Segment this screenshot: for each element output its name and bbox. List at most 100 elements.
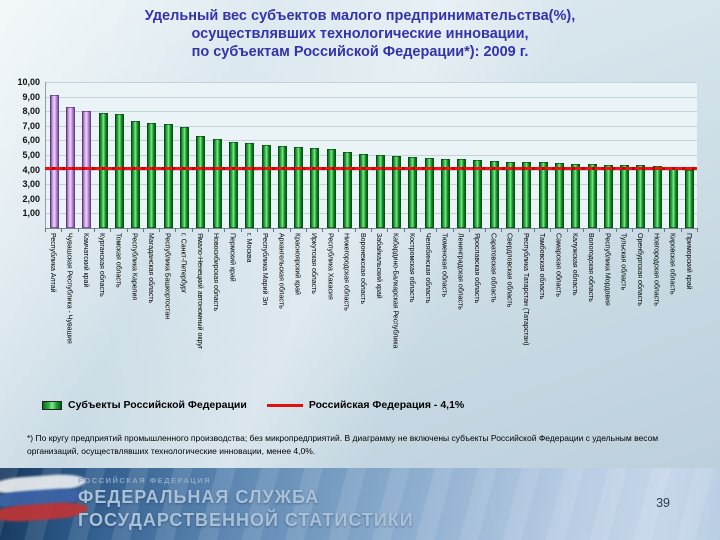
- x-tick: [436, 228, 438, 232]
- x-category-label: Курганская область: [98, 233, 106, 297]
- x-category-label: г. Санкт-Петербург: [179, 233, 187, 294]
- x-tick: [631, 228, 633, 232]
- x-tick: [697, 228, 698, 232]
- bar-Курганская область: [98, 112, 108, 228]
- x-category-label: Самарская область: [554, 233, 562, 297]
- bar-Новосибирская область: [212, 138, 222, 228]
- bar-Забайкальский край: [375, 155, 385, 228]
- x-tick: [93, 228, 95, 232]
- x-tick: [452, 228, 454, 232]
- x-tick: [648, 228, 650, 232]
- x-category-label: Свердловская область: [505, 233, 513, 308]
- bar-Костромская область: [408, 157, 418, 228]
- slide-title-line-3: по субъектам Российской Федерации*): 200…: [191, 44, 529, 60]
- x-category-label: г. Москва: [244, 233, 252, 263]
- bar-Воронежская область: [359, 153, 369, 228]
- footer-org-line-1: ФЕДЕРАЛЬНАЯ СЛУЖБА: [78, 487, 320, 507]
- x-category-label: Ямало-Ненецкий автономный округ: [195, 233, 203, 350]
- legend-line-swatch-icon: [266, 403, 303, 407]
- x-tick: [224, 228, 226, 232]
- x-category-label: Приморский край: [684, 233, 692, 290]
- bar-Республика Мордовия: [603, 164, 613, 228]
- x-tick: [175, 228, 177, 232]
- gridline: [46, 155, 697, 156]
- x-category-label: Челябинская область: [424, 233, 432, 304]
- x-category-label: Забайкальский край: [375, 233, 383, 299]
- gridline: [46, 125, 697, 127]
- x-category-label: Ленинградская область: [456, 233, 464, 310]
- x-tick: [77, 228, 79, 232]
- bar-Красноярский край: [294, 146, 304, 228]
- x-category-label: Кабардино-Балкарская Республика: [391, 233, 399, 349]
- legend-label-subjects: Субъекты Российской Федерации: [68, 399, 247, 411]
- x-category-label: Тульская область: [619, 233, 627, 291]
- bar-Ямало-Ненецкий автономный округ: [196, 136, 206, 228]
- reference-line-russia-average: [45, 167, 697, 171]
- bar-Республика Хакасия: [326, 149, 336, 228]
- x-tick: [322, 228, 324, 232]
- bar-Оренбургская область: [636, 165, 646, 228]
- gridline: [46, 82, 697, 83]
- x-tick: [664, 228, 666, 232]
- x-category-label: Новгородская область: [652, 233, 660, 306]
- bar-Самарская область: [554, 163, 564, 228]
- bar-Свердловская область: [506, 161, 516, 228]
- x-tick: [517, 228, 519, 232]
- footer-banner: РОССИЙСКАЯ ФЕДЕРАЦИЯ ФЕДЕРАЛЬНАЯ СЛУЖБА …: [0, 468, 720, 540]
- y-tick-label: 1,00: [22, 208, 40, 219]
- x-tick: [256, 228, 258, 232]
- x-tick: [142, 228, 144, 232]
- x-tick: [159, 228, 161, 232]
- x-category-label: Чувашская Республика - Чувашия: [65, 233, 73, 344]
- bar-Нижегородская область: [343, 152, 353, 228]
- x-category-label: Калужская область: [570, 233, 578, 296]
- x-tick: [110, 228, 112, 232]
- gridline: [46, 140, 697, 142]
- y-tick-label: 9,00: [22, 91, 40, 102]
- x-category-label: Томская область: [114, 233, 122, 288]
- bar-Иркутская область: [310, 147, 320, 228]
- bar-Республика Марий Эл: [261, 144, 271, 228]
- bar-г. Санкт-Петербург: [180, 127, 190, 228]
- x-tick: [305, 228, 307, 232]
- x-category-label: Республика Карелия: [130, 233, 138, 301]
- x-category-label: Оренбургская область: [635, 233, 643, 306]
- x-category-label: Республика Марий Эл: [261, 233, 269, 306]
- y-tick-label: 5,00: [22, 150, 40, 160]
- x-category-label: Вологодская область: [587, 233, 595, 302]
- x-tick: [599, 228, 601, 232]
- footnote: *) По кругу предприятий промышленного пр…: [27, 433, 659, 457]
- legend-label-russia: Российская Федерация - 4,1%: [308, 399, 465, 411]
- y-tick-label: 7,00: [22, 120, 40, 131]
- x-tick: [289, 228, 291, 232]
- x-category-label: Красноярский край: [293, 233, 301, 295]
- x-tick: [273, 228, 275, 232]
- x-category-label: Тамбовская область: [538, 233, 546, 300]
- y-tick-label: 8,00: [22, 106, 40, 117]
- x-category-label: Республика Алтай: [49, 233, 57, 293]
- y-tick-label: 10,00: [17, 77, 40, 87]
- bar-Пермский край: [228, 141, 238, 228]
- legend-bar-swatch-icon: [42, 400, 62, 410]
- x-tick: [566, 228, 568, 232]
- bar-Тамбовская область: [538, 162, 548, 228]
- x-tick: [208, 228, 209, 232]
- bar-Вологодская область: [587, 163, 597, 228]
- x-tick: [61, 228, 63, 232]
- x-tick: [387, 228, 389, 232]
- bar-Архангельская область: [277, 146, 287, 228]
- x-tick: [582, 228, 584, 232]
- gridline: [46, 213, 697, 215]
- bar-Магаданская область: [147, 122, 157, 228]
- x-category-label: Республика Мордовия: [603, 233, 611, 306]
- x-tick: [485, 228, 487, 232]
- x-category-label: Республика Татарстан (Татарстан): [521, 233, 529, 346]
- chart-legend: Субъекты Российской Федерации Российская…: [42, 399, 464, 411]
- bar-Калужская область: [571, 163, 581, 228]
- x-category-label: Камчатский край: [81, 233, 89, 288]
- x-tick: [680, 228, 682, 232]
- x-tick: [501, 228, 503, 232]
- page-number: 39: [656, 496, 670, 510]
- x-tick: [191, 228, 193, 232]
